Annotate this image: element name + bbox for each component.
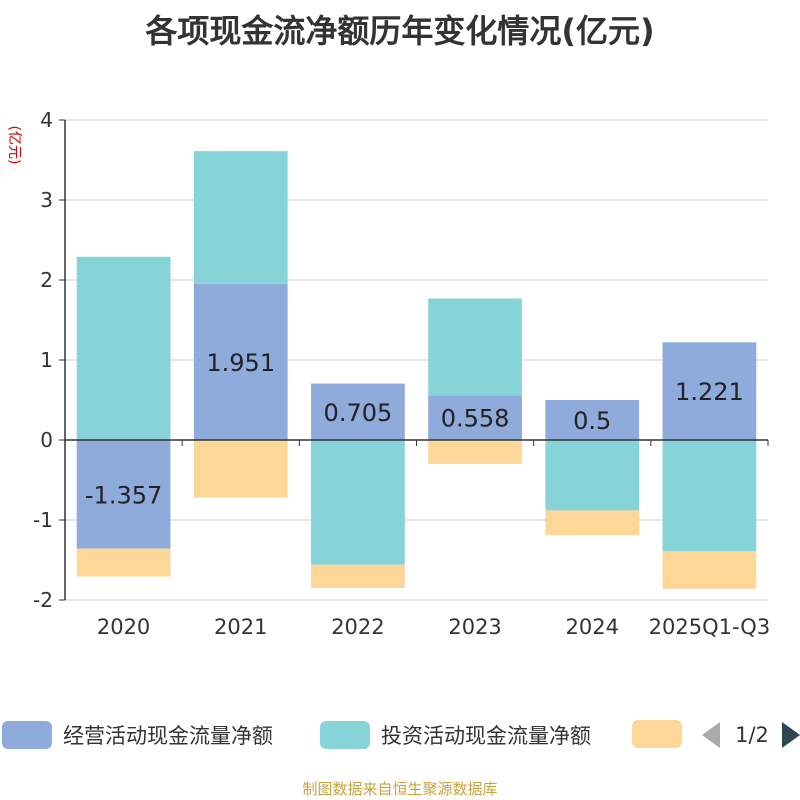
legend-item-investing[interactable]: 投资活动现金流量净额 [320, 720, 591, 750]
y-tick-label: -1 [33, 508, 53, 532]
bar-2022-series-1 [311, 440, 405, 565]
pager-page-text: 1/2 [728, 720, 776, 750]
x-tick-label-2024: 2024 [566, 615, 619, 639]
data-label-2024: 0.5 [573, 407, 611, 435]
legend-swatch-investing [320, 721, 370, 749]
legend-pager: 1/2 [700, 720, 800, 750]
bar-2024-series-1 [545, 440, 639, 510]
data-label-2022: 0.705 [324, 399, 393, 427]
x-tick-label-2025Q1-Q3: 2025Q1-Q3 [649, 615, 771, 639]
x-tick-label-2023: 2023 [448, 615, 501, 639]
bar-2022-series-2 [311, 565, 405, 588]
x-tick-label-2022: 2022 [331, 615, 384, 639]
bar-chart: -2 -1 0 1 2 3 4 (亿元) 2020 2021 2022 2023 2024 2025Q1-… [0, 0, 800, 700]
bar-2021-series-2 [194, 440, 288, 498]
legend-swatch-financing [632, 720, 682, 748]
bar-2024-series-2 [545, 510, 639, 535]
bar-2025Q1-Q3-series-2 [663, 551, 757, 589]
bar-2023-series-2 [428, 440, 522, 464]
legend-item-financing[interactable] [632, 720, 682, 748]
legend-swatch-operating [2, 721, 52, 749]
y-tick-label: -2 [33, 588, 53, 612]
legend-label-investing: 投资活动现金流量净额 [381, 720, 591, 750]
legend: 经营活动现金流量净额 投资活动现金流量净额 1/2 [0, 714, 800, 754]
data-label-2021: 1.951 [206, 349, 275, 377]
data-label-2023: 0.558 [441, 405, 510, 433]
legend-label-operating: 经营活动现金流量净额 [63, 720, 273, 750]
data-labels: -1.357 1.951 0.705 0.558 0.5 1.221 [85, 349, 744, 509]
bar-2020-series-2 [77, 549, 171, 577]
y-tick-label: 0 [40, 428, 53, 452]
x-tick-label-2021: 2021 [214, 615, 267, 639]
bar-2020-series-1 [77, 257, 171, 440]
legend-item-operating[interactable]: 经营活动现金流量净额 [2, 720, 273, 750]
y-tick-label: 1 [40, 348, 53, 372]
bar-2023-series-1 [428, 299, 522, 396]
bar-2021-series-1 [194, 151, 288, 284]
source-note: 制图数据来自恒生聚源数据库 [0, 778, 800, 799]
data-label-2025Q1-Q3: 1.221 [675, 378, 744, 406]
y-tick-label: 2 [40, 268, 53, 292]
data-label-2020: -1.357 [85, 481, 162, 509]
y-tick-label: 3 [40, 188, 53, 212]
bar-2025Q1-Q3-series-1 [663, 440, 757, 551]
pager-prev-icon[interactable] [702, 722, 720, 748]
x-tick-label-2020: 2020 [97, 615, 150, 639]
bars [77, 151, 757, 589]
y-axis-label: (亿元) [6, 126, 22, 165]
y-tick-label: 4 [40, 108, 53, 132]
pager-next-icon[interactable] [782, 722, 800, 748]
